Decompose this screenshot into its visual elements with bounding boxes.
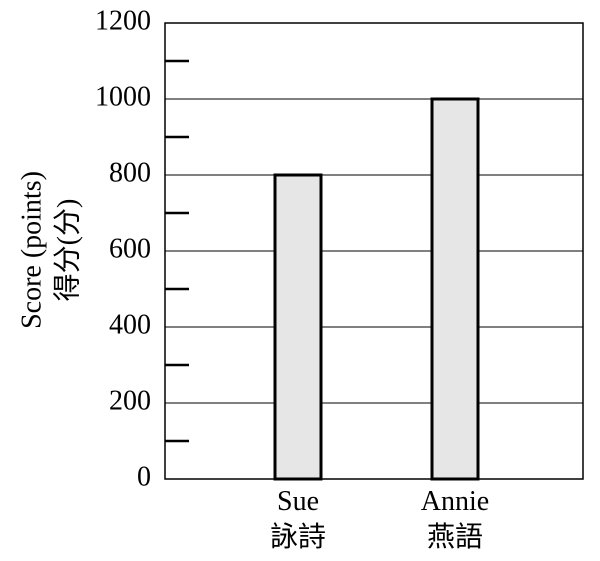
x-category-label: Sue <box>277 486 319 517</box>
y-tick-label: 600 <box>109 233 151 264</box>
category-labels: Sue 詠詩 Annie 燕語 <box>270 486 489 553</box>
y-axis-label: Score (points) <box>16 171 47 329</box>
y-tick-label: 1000 <box>95 81 151 112</box>
plot-border <box>164 22 584 480</box>
bar <box>430 97 480 481</box>
y-tick-labels: 0 200 400 600 800 1000 1200 <box>95 5 151 492</box>
x-category-label: Annie <box>421 486 489 517</box>
y-tick-label: 200 <box>109 385 151 416</box>
bars <box>273 97 480 481</box>
y-tick-label: 400 <box>109 309 151 340</box>
y-axis-title: Score (points) 得分(分) <box>16 171 83 329</box>
x-category-label-secondary: 燕語 <box>427 521 483 553</box>
y-tick-label: 0 <box>137 461 151 492</box>
y-tick-label: 1200 <box>95 5 151 36</box>
minor-ticks <box>165 59 189 443</box>
y-tick-label: 800 <box>109 157 151 188</box>
plot-frame <box>164 22 584 480</box>
x-category-label-secondary: 詠詩 <box>270 521 326 553</box>
bar <box>273 173 323 481</box>
y-axis-label-secondary: 得分(分) <box>51 199 83 302</box>
gridlines <box>165 98 583 404</box>
